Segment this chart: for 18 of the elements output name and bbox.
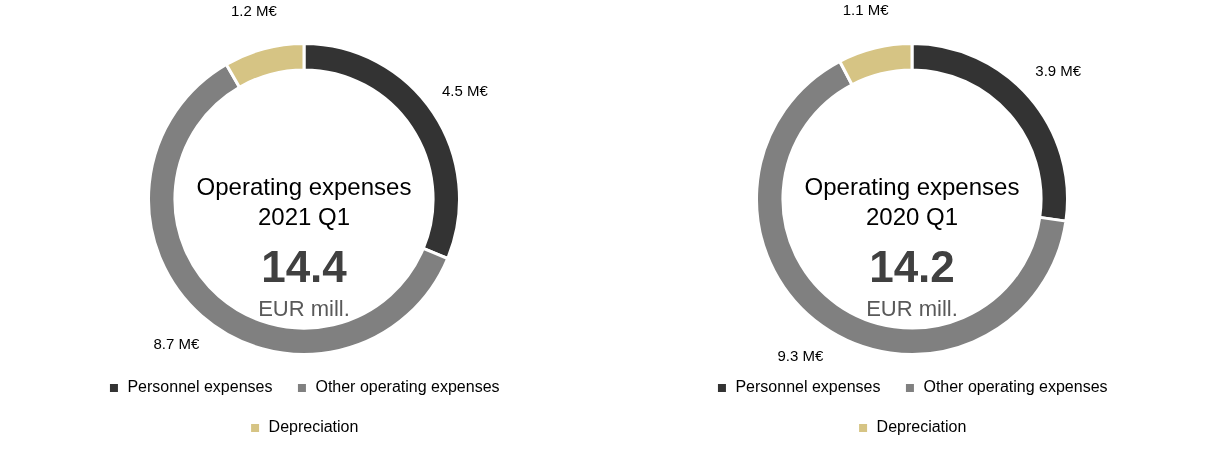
- text: EUR mill.: [865, 296, 959, 322]
- data-label: 4.5 M€: [441, 81, 489, 99]
- text: Operating expenses 2020 Q1: [803, 172, 1021, 232]
- legend-label: Other operating expenses: [315, 378, 500, 396]
- text: 14.2: [868, 242, 956, 292]
- text: EUR mill.: [257, 296, 351, 322]
- data-label: 1.2 M€: [230, 2, 278, 20]
- data-label: 3.9 M€: [1035, 62, 1082, 80]
- data-label: 9.3 M€: [777, 347, 824, 365]
- legend-label: Depreciation: [876, 418, 967, 436]
- data-label: 1.1 M€: [842, 1, 890, 19]
- legend-label: Personnel expenses: [127, 378, 273, 396]
- legend-label: Depreciation: [268, 418, 359, 436]
- legend-label: Personnel expenses: [735, 378, 881, 396]
- text: Operating expenses 2021 Q1: [195, 172, 413, 232]
- data-label: 8.7 M€: [153, 334, 200, 352]
- legend-label: Other operating expenses: [923, 378, 1108, 396]
- text: 14.4: [260, 242, 348, 292]
